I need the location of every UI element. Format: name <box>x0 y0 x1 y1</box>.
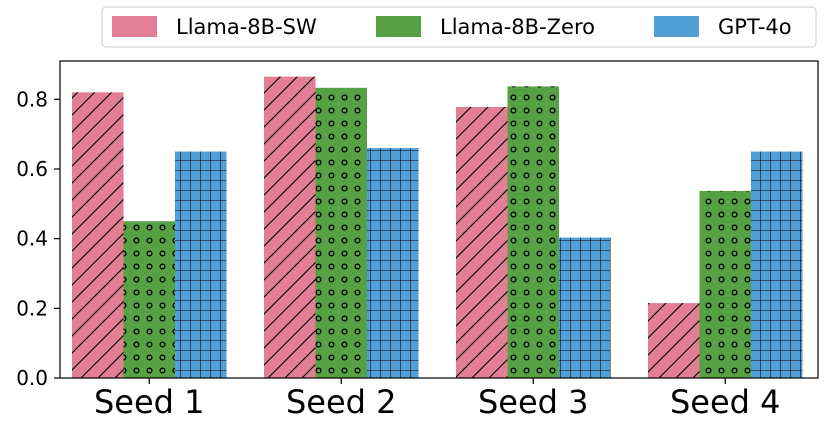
legend-swatch <box>654 16 699 37</box>
bar-gpt-4o-seed-3 <box>559 237 611 378</box>
bar-llama-8b-sw-seed-1 <box>72 92 124 378</box>
legend-box <box>101 6 817 48</box>
y-tick-label: 0.0 <box>16 366 48 390</box>
y-tick-label: 0.6 <box>16 157 48 181</box>
legend-label: GPT-4o <box>718 15 792 39</box>
bar-gpt-4o-seed-2 <box>367 148 419 378</box>
legend-item-gpt-4o: GPT-4o <box>654 15 792 39</box>
bar-llama-8b-zero-seed-1 <box>123 221 175 378</box>
legend-swatch <box>112 16 157 37</box>
y-tick-label: 0.2 <box>16 296 48 320</box>
bar-llama-8b-zero-seed-3 <box>507 86 559 378</box>
bars-layer <box>72 76 803 379</box>
x-tick-label: Seed 2 <box>286 383 397 421</box>
legend-label: Llama-8B-SW <box>176 15 317 39</box>
legend-item-llama-8b-zero: Llama-8B-Zero <box>376 15 595 39</box>
plot-frame <box>59 60 819 379</box>
bar-llama-8b-zero-seed-4 <box>699 190 751 378</box>
axes-layer: 0.0 0.2 0.4 0.6 0.8 Seed 1 Seed 2 Seed 3 Seed 4 <box>16 60 819 421</box>
legend-swatch <box>376 16 421 37</box>
bar-llama-8b-sw-seed-2 <box>264 76 316 378</box>
bar-llama-8b-sw-seed-3 <box>456 106 508 378</box>
legend-item-llama-8b-sw: Llama-8B-SW <box>112 15 317 39</box>
x-tick-label: Seed 4 <box>670 383 781 421</box>
bar-llama-8b-zero-seed-2 <box>315 87 367 379</box>
x-tick-label: Seed 3 <box>478 383 589 421</box>
bar-gpt-4o-seed-1 <box>175 151 227 378</box>
legend-label: Llama-8B-Zero <box>440 15 595 39</box>
x-tick-label: Seed 1 <box>94 383 205 421</box>
bar-gpt-4o-seed-4 <box>751 151 803 378</box>
legend: Llama-8B-SW Llama-8B-Zero GPT-4o <box>101 6 817 48</box>
y-tick-label: 0.4 <box>16 227 48 251</box>
y-tick-label: 0.8 <box>16 87 48 111</box>
bar-llama-8b-sw-seed-4 <box>648 303 700 378</box>
